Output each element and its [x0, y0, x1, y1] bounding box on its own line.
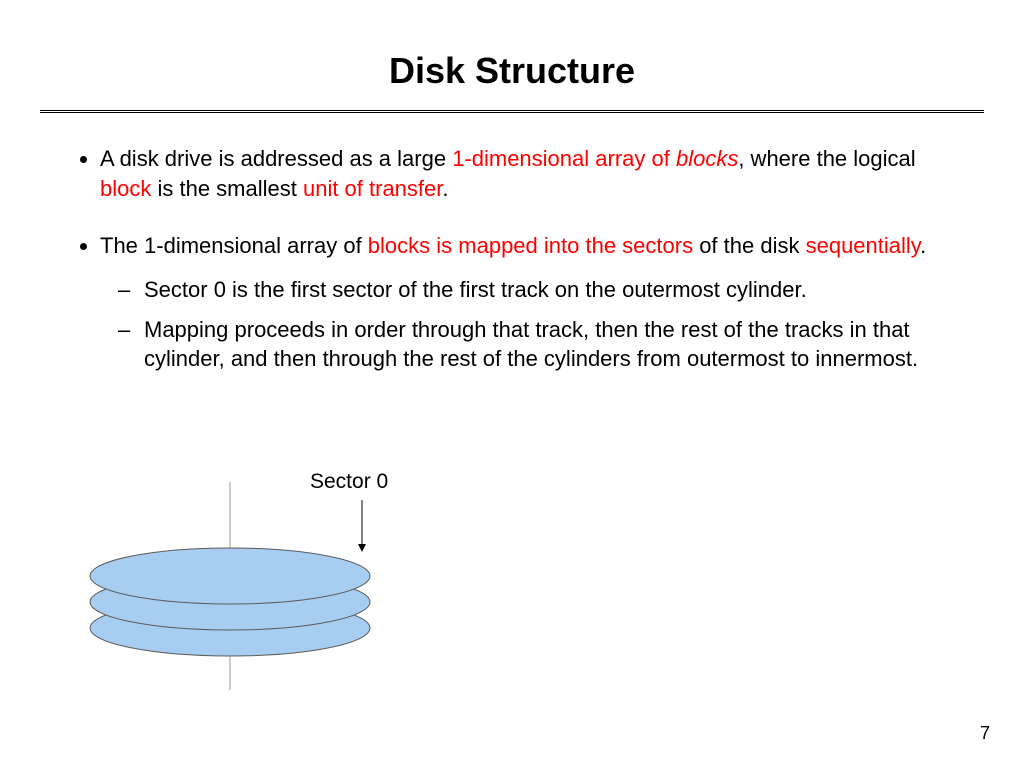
sub-bullet-2: Mapping proceeds in order through that t…: [144, 315, 964, 374]
sub-bullet-1: Sector 0 is the first sector of the firs…: [144, 275, 964, 305]
sub-bullet-list: Sector 0 is the first sector of the firs…: [100, 275, 964, 374]
bullet-2: The 1-dimensional array of blocks is map…: [100, 231, 984, 374]
text: is the smallest: [151, 176, 303, 201]
sector0-arrow-head: [358, 544, 366, 552]
highlight: blocks is mapped into the sectors: [368, 233, 693, 258]
text: .: [442, 176, 448, 201]
text: of the disk: [693, 233, 806, 258]
highlight: block: [100, 176, 151, 201]
highlight: 1-dimensional array of: [452, 146, 676, 171]
highlight: sequentially: [806, 233, 921, 258]
disk-diagram: Sector 0: [70, 466, 470, 726]
bullet-list: A disk drive is addressed as a large 1-d…: [40, 144, 984, 374]
slide: Disk Structure A disk drive is addressed…: [0, 0, 1024, 768]
bullet-1: A disk drive is addressed as a large 1-d…: [100, 144, 984, 203]
text: The 1-dimensional array of: [100, 233, 368, 258]
slide-title: Disk Structure: [40, 50, 984, 92]
text: , where the logical: [738, 146, 915, 171]
highlight-italic: blocks: [676, 146, 738, 171]
text: A disk drive is addressed as a large: [100, 146, 452, 171]
title-rule: [40, 110, 984, 114]
highlight: unit of transfer: [303, 176, 442, 201]
text: .: [920, 233, 926, 258]
sector0-label: Sector 0: [310, 470, 388, 493]
platter-1: [90, 548, 370, 604]
page-number: 7: [980, 723, 990, 744]
